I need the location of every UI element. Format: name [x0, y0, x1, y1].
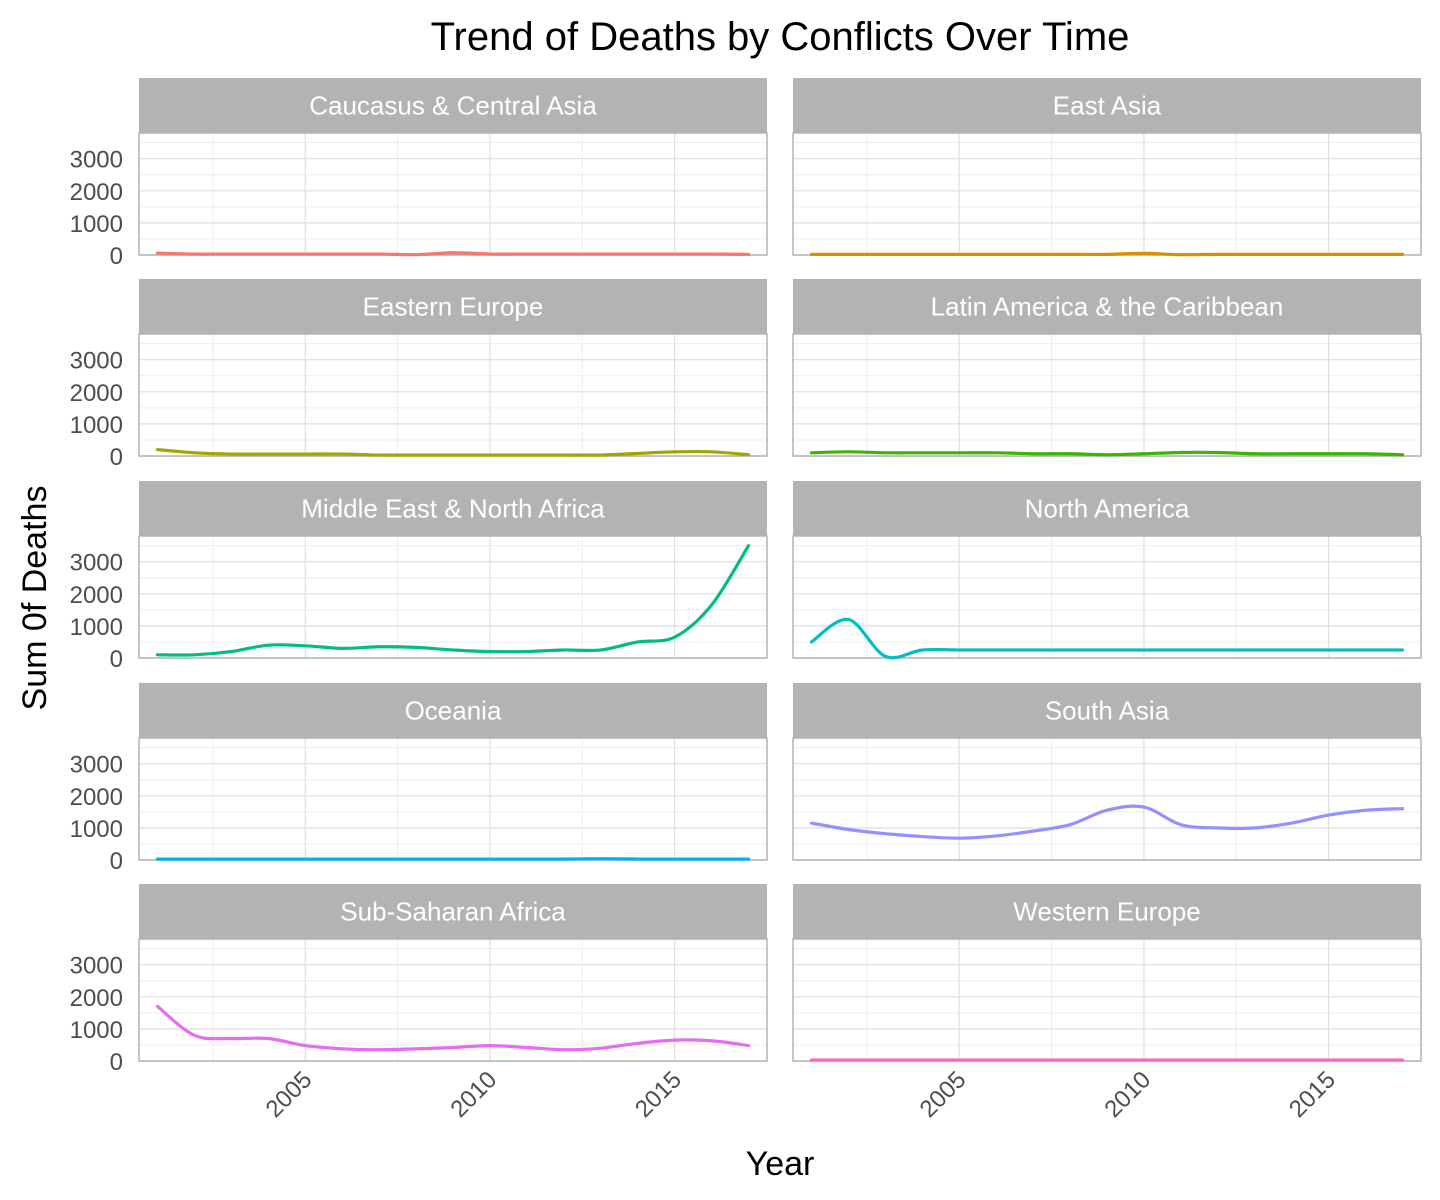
x-tick-label: 2015	[1284, 1066, 1341, 1123]
y-tick-label: 0	[110, 243, 123, 270]
facet-panel: Oceania 0 1000 2000 3000	[70, 683, 768, 875]
y-tick-label: 0	[110, 848, 123, 875]
panel-border	[138, 737, 768, 861]
y-tick-label: 1000	[70, 816, 123, 843]
panel-border	[792, 938, 1422, 1062]
series-line	[809, 251, 1405, 257]
y-tick-label: 3000	[70, 550, 123, 577]
y-tick-label: 2000	[70, 179, 123, 206]
series-line	[809, 450, 1405, 457]
x-tick-label: 2015	[630, 1066, 687, 1123]
facet-panel: Sub-Saharan Africa 0 1000 2000 3000 2005 2010 2…	[70, 884, 768, 1123]
series-line	[809, 617, 1405, 660]
panel-border	[138, 535, 768, 659]
y-tick-label: 1000	[70, 412, 123, 439]
facet-panel: Western Europe 2005 2010 2015	[792, 884, 1422, 1123]
y-tick-label: 3000	[70, 147, 123, 174]
y-tick-label: 2000	[70, 784, 123, 811]
y-tick-label: 2000	[70, 380, 123, 407]
facet-strip-label: North America	[1025, 494, 1190, 524]
facet-strip-label: Sub-Saharan Africa	[340, 897, 566, 927]
x-tick-label: 2010	[1099, 1066, 1156, 1123]
y-tick-label: 3000	[70, 752, 123, 779]
x-tick-label: 2005	[915, 1066, 972, 1123]
panel-border	[138, 132, 768, 256]
series-line	[809, 804, 1405, 840]
y-tick-label: 2000	[70, 985, 123, 1012]
facet-strip	[139, 78, 767, 133]
panel-border	[792, 333, 1422, 457]
series-line	[155, 251, 751, 257]
panel-border	[138, 333, 768, 457]
facet-strip-label: Eastern Europe	[363, 292, 544, 322]
facet-strip-label: Caucasus & Central Asia	[309, 91, 597, 121]
facet-panel: Latin America & the Caribbean	[792, 279, 1422, 457]
facet-panel: Eastern Europe 0 1000 2000 3000	[70, 279, 768, 471]
y-tick-label: 3000	[70, 348, 123, 375]
facet-strip	[139, 279, 767, 334]
y-tick-label: 3000	[70, 953, 123, 980]
x-tick-label: 2005	[261, 1066, 318, 1123]
y-tick-label: 1000	[70, 1017, 123, 1044]
x-axis-title: Year	[746, 1145, 815, 1183]
facet-strip-label: Middle East & North Africa	[301, 494, 605, 524]
facet-strip-label: South Asia	[1045, 696, 1170, 726]
facet-strip-label: Oceania	[405, 696, 502, 726]
facet-panel: Caucasus & Central Asia 0 1000 2000 3000	[70, 78, 768, 270]
y-tick-label: 1000	[70, 211, 123, 238]
facet-panel: Middle East & North Africa 0 1000 2000 3000	[70, 481, 768, 673]
y-tick-label: 0	[110, 444, 123, 471]
chart-title: Trend of Deaths by Conflicts Over Time	[431, 15, 1130, 59]
facet-panel: East Asia	[792, 78, 1422, 257]
panel-border	[792, 132, 1422, 256]
facet-strip	[793, 683, 1421, 738]
y-tick-label: 2000	[70, 582, 123, 609]
panel-border	[792, 737, 1422, 861]
y-tick-label: 0	[110, 1049, 123, 1076]
facet-strip-label: Latin America & the Caribbean	[931, 292, 1284, 322]
y-tick-label: 1000	[70, 614, 123, 641]
series-line	[155, 447, 751, 457]
facet-strip	[793, 78, 1421, 133]
facet-panels: Caucasus & Central Asia0100020003000East…	[70, 78, 1422, 1123]
series-line	[155, 1004, 751, 1052]
y-axis-title: Sum 0f Deaths	[16, 486, 54, 711]
facet-strip	[139, 481, 767, 536]
facet-strip	[793, 481, 1421, 536]
x-tick-label: 2010	[445, 1066, 502, 1123]
facet-strip	[793, 279, 1421, 334]
y-tick-label: 0	[110, 646, 123, 673]
panel-border	[138, 938, 768, 1062]
facet-strip	[793, 884, 1421, 939]
series-line	[155, 544, 751, 657]
facet-strip-label: Western Europe	[1013, 897, 1200, 927]
facet-strip-label: East Asia	[1053, 91, 1162, 121]
panel-border	[792, 535, 1422, 659]
facet-strip	[139, 884, 767, 939]
facet-panel: South Asia	[792, 683, 1422, 861]
facet-strip	[139, 683, 767, 738]
facet-panel: North America	[792, 481, 1422, 660]
